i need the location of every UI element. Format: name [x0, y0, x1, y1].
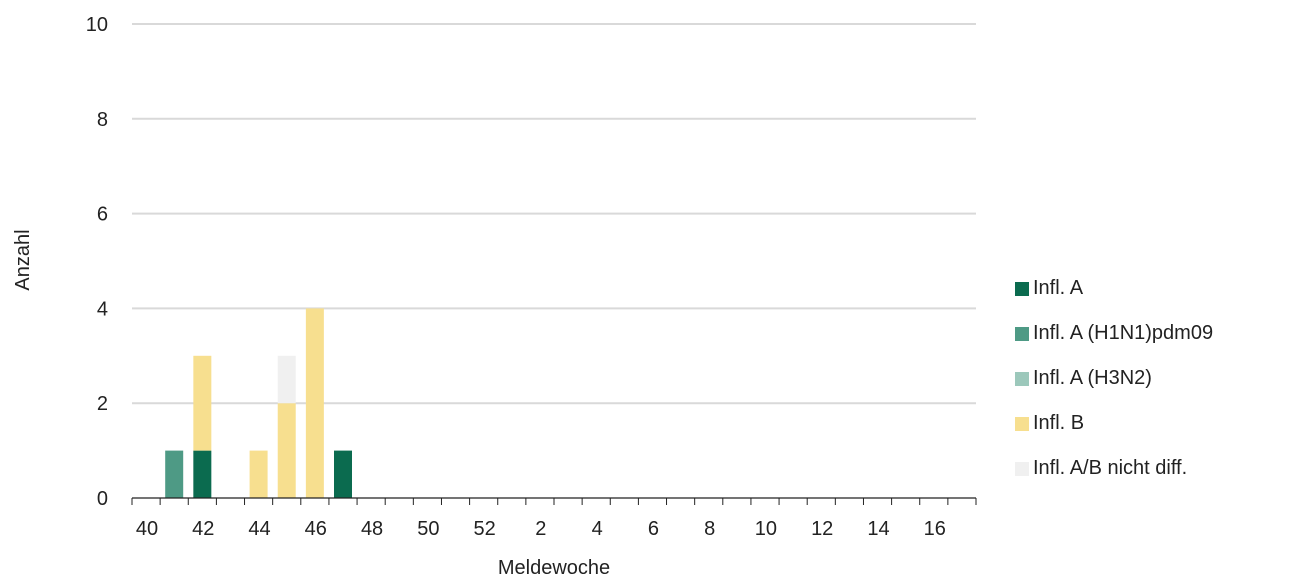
- y-tick-label: 8: [97, 109, 108, 131]
- legend-item: Infl. A/B nicht diff.: [1015, 446, 1213, 491]
- legend-label: Infl. A (H1N1)pdm09: [1033, 322, 1214, 344]
- x-tick-label: 46: [305, 518, 327, 540]
- bar-segment: [193, 355, 212, 451]
- x-tick-label: 12: [811, 518, 833, 540]
- gridlines: [132, 23, 976, 405]
- legend-swatch: [1015, 461, 1029, 476]
- bars: [165, 308, 352, 498]
- legend-item: Infl. A: [1015, 266, 1213, 311]
- y-tick-label: 0: [97, 488, 108, 510]
- bar-segment: [193, 450, 212, 498]
- legend-label: Infl. B: [1033, 412, 1085, 434]
- x-tick-label: 40: [136, 518, 158, 540]
- legend-swatch: [1015, 416, 1029, 431]
- bar-segment: [305, 308, 324, 498]
- legend-swatch: [1015, 281, 1029, 296]
- x-tick-label: 16: [924, 518, 946, 540]
- x-tick-label: 2: [535, 518, 546, 540]
- legend-label: Infl. A: [1033, 277, 1084, 299]
- y-axis-label: Anzahl: [12, 229, 34, 290]
- legend: Infl. A Infl. A (H1N1)pdm09 Infl. A (H3N2)…: [1015, 266, 1213, 491]
- legend-item: Infl. B: [1015, 401, 1213, 446]
- y-tick-label: 10: [86, 14, 108, 36]
- y-tick-label: 2: [97, 393, 108, 415]
- x-tick-label: 4: [592, 518, 603, 540]
- x-axis: [131, 497, 977, 505]
- x-axis-label: Meldewoche: [498, 557, 610, 579]
- x-tick-label: 8: [704, 518, 715, 540]
- x-tick-label: 44: [248, 518, 270, 540]
- legend-label: Infl. A (H3N2): [1033, 367, 1152, 389]
- x-tick-label: 48: [361, 518, 383, 540]
- legend-swatch: [1015, 326, 1029, 341]
- x-tick-label: 52: [473, 518, 495, 540]
- bar-segment: [277, 403, 296, 498]
- x-tick-label: 42: [192, 518, 214, 540]
- bar-segment: [165, 450, 184, 498]
- x-tick-label: 10: [755, 518, 777, 540]
- x-tick-label: 14: [867, 518, 889, 540]
- y-tick-label: 6: [97, 204, 108, 226]
- legend-item: Infl. A (H3N2): [1015, 356, 1213, 401]
- x-tick-label: 6: [648, 518, 659, 540]
- bar-segment: [277, 355, 296, 404]
- legend-label: Infl. A/B nicht diff.: [1033, 457, 1188, 479]
- y-axis-ticks: 0 2 4 6 8 10: [86, 14, 108, 510]
- bar-segment: [249, 450, 268, 498]
- legend-item: Infl. A (H1N1)pdm09: [1015, 311, 1213, 356]
- x-axis-ticks: 40 42 44 46 48 50 52 2 4 6 8 10 12 14 16: [136, 518, 946, 540]
- bar-segment: [334, 450, 352, 498]
- legend-swatch: [1015, 371, 1029, 386]
- y-tick-label: 4: [97, 298, 108, 320]
- x-tick-label: 50: [417, 518, 439, 540]
